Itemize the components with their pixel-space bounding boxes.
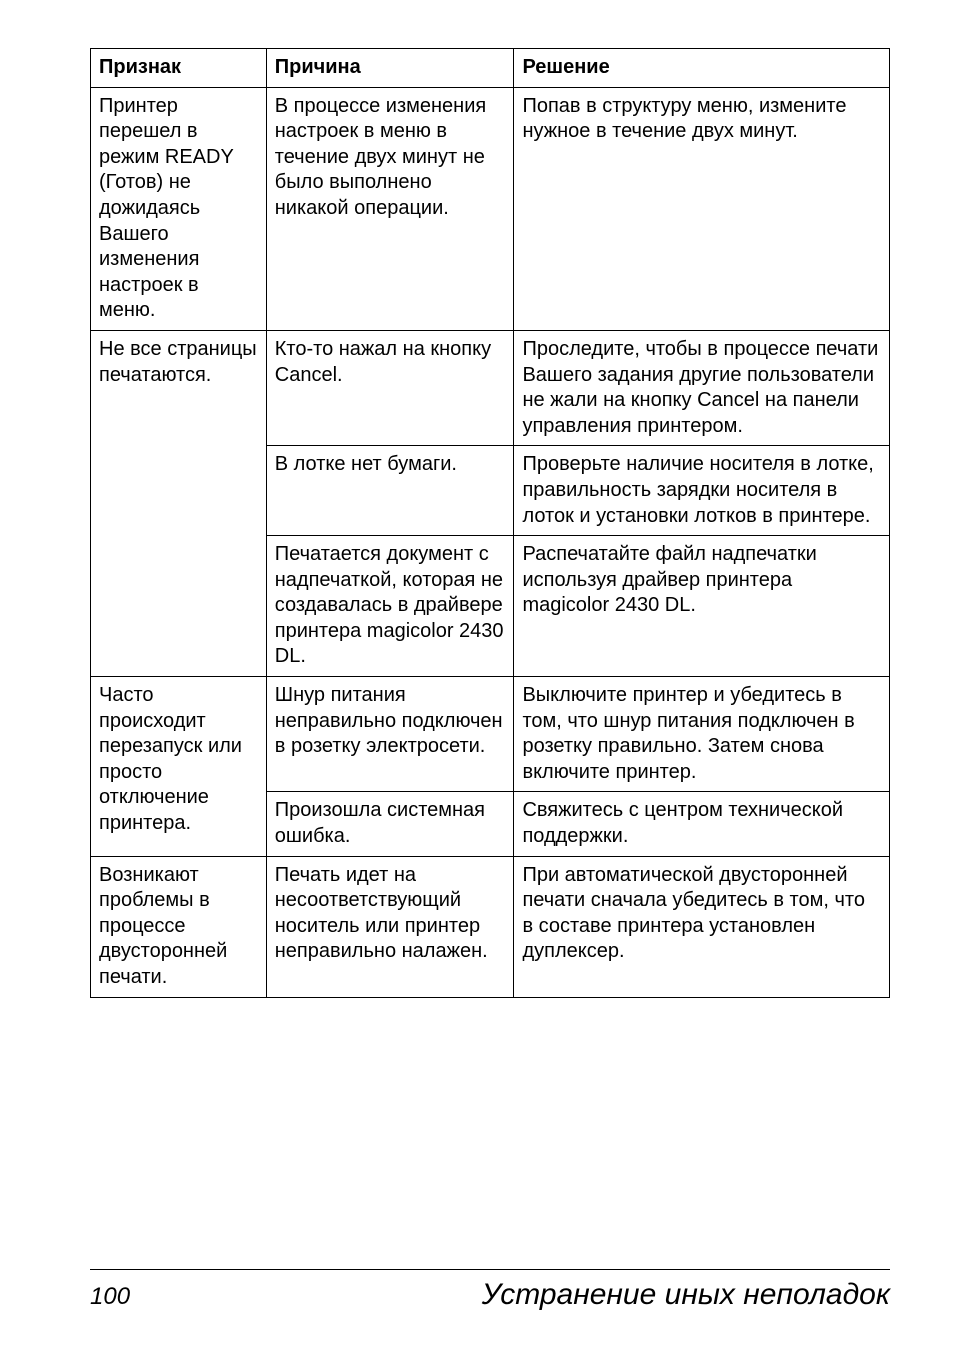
cell-fix: Проследите, чтобы в процессе печати Ваше… — [514, 330, 890, 445]
cell-fix: Распечатайте файл надпечатки используя д… — [514, 536, 890, 677]
cell-cause: В лотке нет бумаги. — [266, 446, 514, 536]
cell-cause: В процессе изменения настроек в меню в т… — [266, 87, 514, 330]
document-page: Признак Причина Решение Принтер перешел … — [0, 0, 954, 1352]
cell-symptom: Возникают проблемы в процессе двусторонн… — [91, 856, 267, 997]
page-number: 100 — [90, 1283, 130, 1311]
cell-cause: Шнур питания неправильно подключен в роз… — [266, 677, 514, 792]
cell-cause: Печатается документ с надпечаткой, котор… — [266, 536, 514, 677]
header-fix: Решение — [514, 49, 890, 88]
table-row: Принтер перешел в режим READY (Готов) не… — [91, 87, 890, 330]
troubleshooting-table: Признак Причина Решение Принтер перешел … — [90, 48, 890, 998]
table-row: Не все страницы печатаются. Кто-то нажал… — [91, 330, 890, 445]
cell-symptom: Часто происходит перезапуск или просто о… — [91, 677, 267, 857]
cell-symptom: Не все страницы печатаются. — [91, 330, 267, 676]
cell-cause: Кто-то нажал на кнопку Cancel. — [266, 330, 514, 445]
cell-fix: Свяжитесь с центром технической поддержк… — [514, 792, 890, 856]
table-header-row: Признак Причина Решение — [91, 49, 890, 88]
cell-symptom: Принтер перешел в режим READY (Готов) не… — [91, 87, 267, 330]
cell-fix: Выключите принтер и убедитесь в том, что… — [514, 677, 890, 792]
cell-cause: Печать идет на несоответствующий носител… — [266, 856, 514, 997]
cell-fix: Попав в структуру меню, измените нужное … — [514, 87, 890, 330]
section-title: Устранение иных неполадок — [482, 1278, 890, 1312]
table-row: Часто происходит перезапуск или просто о… — [91, 677, 890, 792]
cell-fix: При автоматической двусторонней печати с… — [514, 856, 890, 997]
cell-fix: Проверьте наличие носителя в лотке, прав… — [514, 446, 890, 536]
header-symptom: Признак — [91, 49, 267, 88]
table-row: Возникают проблемы в процессе двусторонн… — [91, 856, 890, 997]
header-cause: Причина — [266, 49, 514, 88]
cell-cause: Произошла системная ошибка. — [266, 792, 514, 856]
page-footer: 100 Устранение иных неполадок — [90, 1269, 890, 1312]
